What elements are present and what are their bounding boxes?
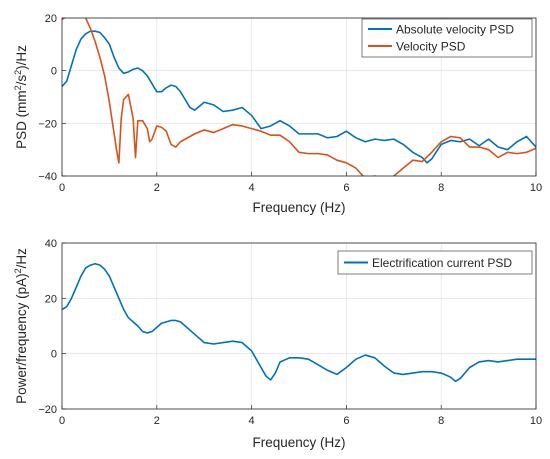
x-tick-label: 4 bbox=[249, 182, 255, 194]
x-axis-label-top: Frequency (Hz) bbox=[252, 200, 345, 215]
x-tick-label: 8 bbox=[438, 415, 444, 427]
axes-box-top bbox=[61, 17, 537, 177]
x-tick-label: 0 bbox=[59, 182, 65, 194]
series-line-velocity-psd bbox=[62, 18, 536, 176]
x-tick-label: 4 bbox=[249, 415, 255, 427]
y-tick-label: 40 bbox=[45, 238, 57, 250]
series-line-absolute-velocity-psd bbox=[62, 30, 536, 164]
x-tick-label: 10 bbox=[530, 182, 542, 194]
legend-box-bottom bbox=[337, 250, 533, 275]
series-line-electrification-current-psd bbox=[62, 262, 536, 383]
legend-box-top bbox=[361, 18, 533, 58]
series-lines-bottom bbox=[62, 262, 536, 383]
tick-labels-top: 0 2 4 6 8 10 −40 −20 0 20 bbox=[38, 13, 542, 194]
legend-top: Absolute velocity PSD Velocity PSD bbox=[361, 18, 533, 58]
x-tick-label: 6 bbox=[343, 182, 349, 194]
y-tick-label: 20 bbox=[45, 293, 57, 305]
y-tick-label: −20 bbox=[38, 404, 57, 416]
series-lines-top bbox=[62, 18, 536, 176]
x-tick-label: 0 bbox=[59, 415, 65, 427]
x-tick-label: 6 bbox=[343, 415, 349, 427]
x-tick-label: 2 bbox=[154, 182, 160, 194]
y-axis-label-top: PSD (mm2/s2)/Hz bbox=[13, 45, 29, 149]
x-tick-label: 10 bbox=[530, 415, 542, 427]
y-tick-label: 0 bbox=[51, 66, 57, 78]
axes-box-bottom bbox=[61, 242, 537, 410]
x-axis-label-bottom: Frequency (Hz) bbox=[252, 435, 345, 450]
y-tick-label: 20 bbox=[45, 13, 57, 25]
y-axis-label-bottom: Power/frequency (pA)2/Hz bbox=[13, 248, 29, 404]
legend-bottom: Electrification current PSD bbox=[337, 250, 533, 275]
y-tick-label: −40 bbox=[38, 171, 57, 183]
legend-label-absolute-velocity: Absolute velocity PSD bbox=[396, 23, 514, 37]
subplot-top: 0 2 4 6 8 10 −40 −20 0 20 Frequency (Hz) PSD (mm2… bbox=[13, 13, 542, 215]
y-tick-label: −20 bbox=[38, 118, 57, 130]
y-tick-label: 0 bbox=[51, 349, 57, 361]
x-tick-label: 8 bbox=[438, 182, 444, 194]
x-tick-label: 2 bbox=[154, 415, 160, 427]
legend-label-velocity: Velocity PSD bbox=[396, 40, 466, 54]
legend-label-electrification: Electrification current PSD bbox=[372, 256, 512, 270]
